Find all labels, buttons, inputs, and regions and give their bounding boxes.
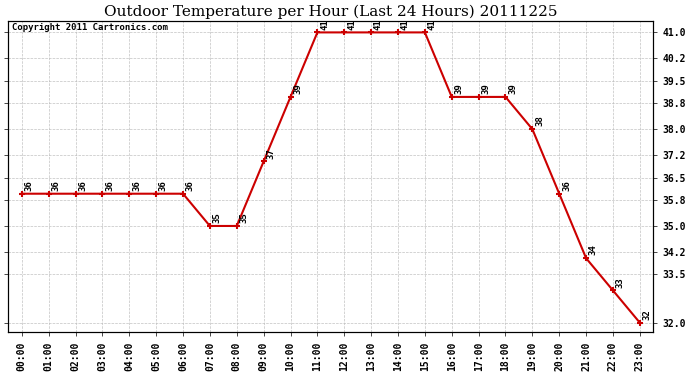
Text: 41: 41 <box>374 19 383 30</box>
Text: 35: 35 <box>213 213 221 223</box>
Text: 36: 36 <box>78 180 88 191</box>
Text: 36: 36 <box>562 180 571 191</box>
Text: 41: 41 <box>320 19 329 30</box>
Text: 36: 36 <box>25 180 34 191</box>
Title: Outdoor Temperature per Hour (Last 24 Hours) 20111225: Outdoor Temperature per Hour (Last 24 Ho… <box>104 4 558 18</box>
Text: 36: 36 <box>105 180 114 191</box>
Text: 32: 32 <box>642 309 651 320</box>
Text: 36: 36 <box>132 180 141 191</box>
Text: 39: 39 <box>293 83 302 94</box>
Text: 39: 39 <box>455 83 464 94</box>
Text: 36: 36 <box>52 180 61 191</box>
Text: 35: 35 <box>239 213 248 223</box>
Text: Copyright 2011 Cartronics.com: Copyright 2011 Cartronics.com <box>12 22 168 32</box>
Text: 41: 41 <box>401 19 410 30</box>
Text: 33: 33 <box>615 277 624 288</box>
Text: 41: 41 <box>428 19 437 30</box>
Text: 34: 34 <box>589 245 598 255</box>
Text: 36: 36 <box>186 180 195 191</box>
Text: 37: 37 <box>266 148 275 159</box>
Text: 38: 38 <box>535 116 544 126</box>
Text: 36: 36 <box>159 180 168 191</box>
Text: 39: 39 <box>509 83 518 94</box>
Text: 39: 39 <box>482 83 491 94</box>
Text: 41: 41 <box>347 19 356 30</box>
